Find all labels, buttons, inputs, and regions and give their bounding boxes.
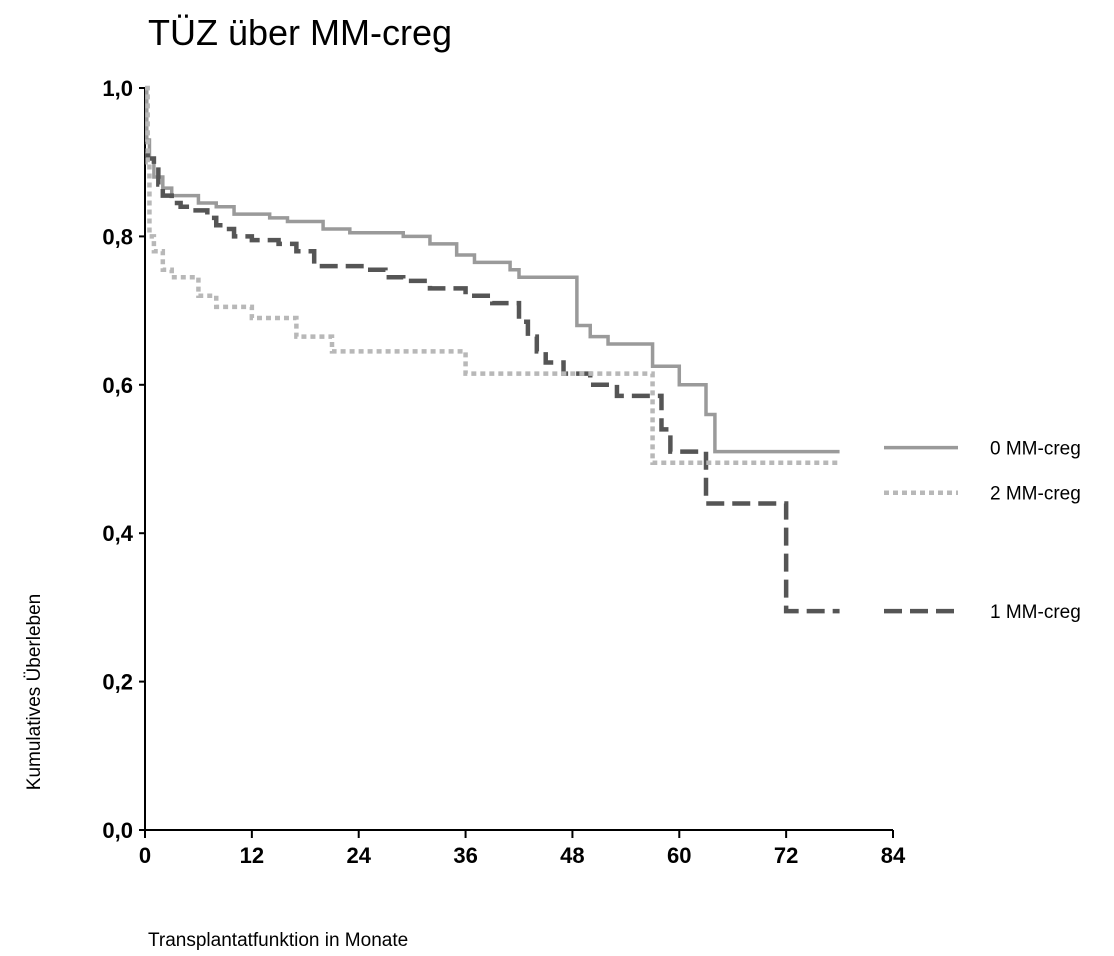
series-line-1 (145, 152, 840, 614)
y-ticks: 0,0 0,2 0,4 0,6 0,8 1,0 (102, 76, 145, 843)
x-tick-label: 60 (667, 843, 691, 868)
series-layer (145, 85, 840, 614)
series-line-0 (145, 86, 840, 454)
y-tick-label: 1,0 (102, 76, 133, 101)
chart-title: TÜZ über MM-creg (148, 12, 452, 53)
y-tick-label: 0,2 (102, 670, 133, 695)
x-tick-label: 84 (881, 843, 906, 868)
y-tick-label: 0,6 (102, 373, 133, 398)
legend-label: 2 MM-creg (990, 484, 1081, 505)
legend-label: 0 MM-creg (990, 439, 1081, 460)
series-line-2 (145, 85, 840, 465)
y-tick-label: 0,0 (102, 818, 133, 843)
legend: 0 MM-creg 2 MM-creg 1 MM-creg (884, 439, 1081, 623)
x-tick-label: 24 (346, 843, 371, 868)
x-ticks: 0 12 24 36 48 60 72 84 (139, 830, 906, 868)
y-tick-label: 0,4 (102, 521, 133, 546)
x-tick-label: 12 (240, 843, 264, 868)
axes (144, 88, 893, 831)
legend-label: 1 MM-creg (990, 602, 1081, 623)
y-axis-label: Kumulatives Überleben (24, 594, 45, 790)
x-axis-label: Transplantatfunktion in Monate (148, 930, 408, 951)
x-tick-label: 72 (774, 843, 798, 868)
x-tick-label: 36 (453, 843, 477, 868)
x-tick-label: 0 (139, 843, 151, 868)
y-tick-label: 0,8 (102, 224, 133, 249)
x-tick-label: 48 (560, 843, 584, 868)
